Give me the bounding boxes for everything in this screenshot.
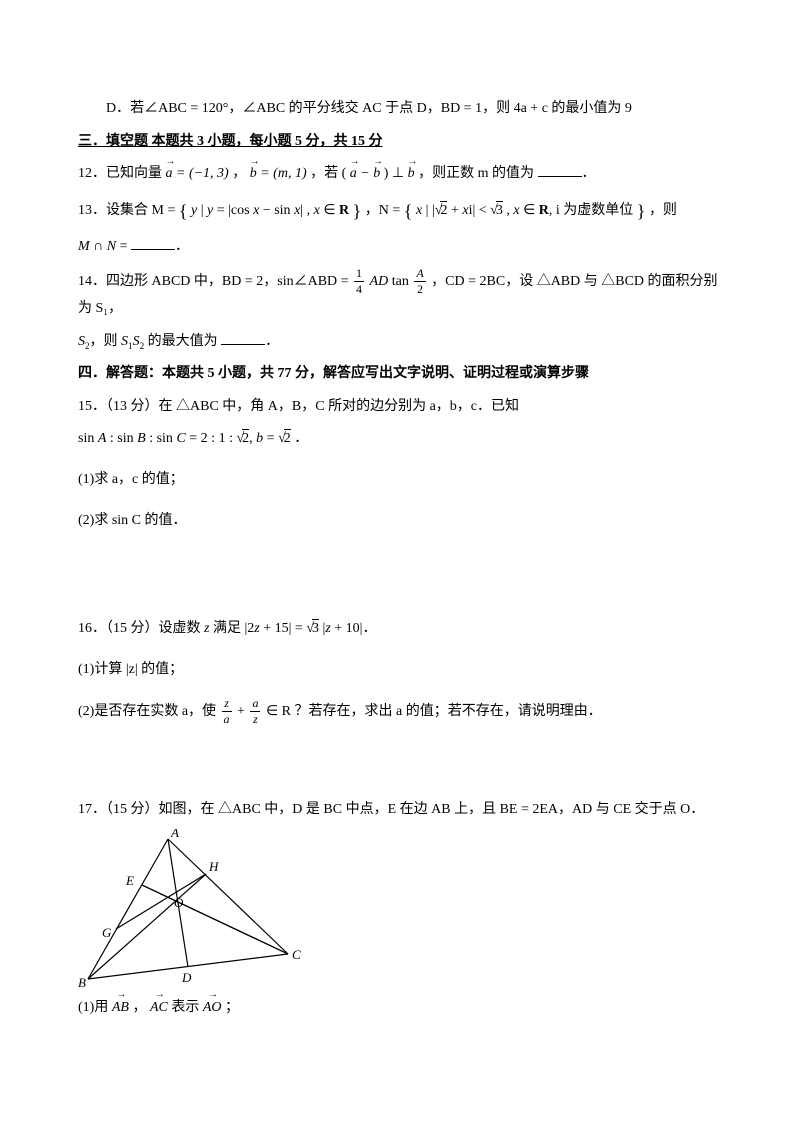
question-16-part2: (2)是否存在实数 a，使 za + az ∈ R ？若存在，求出 a 的值；若… — [78, 697, 722, 726]
text: ； — [225, 1000, 239, 1015]
text: 14．四边形 ABCD 中，BD = 2，sin∠ABD = — [78, 273, 352, 288]
question-13-line1: 13．设集合 M = { y | y = |cos x − sin x| , x… — [78, 194, 722, 228]
text: (1)计算 |z| 的值； — [78, 662, 183, 677]
question-13-line2: M ∩ N = ． — [78, 234, 722, 261]
text: ) ⊥ — [384, 166, 408, 181]
answer-blank — [221, 330, 265, 345]
question-14-line1: 14．四边形 ABCD 中，BD = 2，sin∠ABD = 14 AD tan… — [78, 267, 722, 323]
text: 12．已知向量 — [78, 166, 166, 181]
text: ，N = — [365, 203, 404, 218]
text: AD — [370, 273, 392, 288]
text: D．若∠ABC = 120°，∠ABC 的平分线交 AC 于点 D，BD = 1… — [106, 101, 632, 116]
svg-text:C: C — [292, 947, 301, 962]
fraction-z-over-a: za — [220, 697, 234, 726]
text: ， — [232, 166, 246, 181]
svg-text:B: B — [78, 975, 86, 989]
svg-text:H: H — [208, 859, 219, 874]
question-15-part2: (2)求 sin C 的值． — [78, 508, 722, 535]
vertical-spacer — [78, 540, 722, 610]
vertical-spacer — [78, 741, 722, 791]
question-15-part1: (1)求 a，c 的值； — [78, 467, 722, 494]
text: ，则正数 m 的值为 — [418, 166, 537, 181]
fraction-one-fourth: 14 — [352, 267, 366, 296]
fraction-a-over-z: az — [248, 697, 262, 726]
text: ，则 — [649, 203, 677, 218]
text: ，若 ( — [310, 166, 346, 181]
text: 四．解答题：本题共 5 小题，共 77 分，解答应写出文字说明、证明过程或演算步… — [78, 366, 589, 381]
text: (2)是否存在实数 a，使 — [78, 704, 220, 719]
text: 13．设集合 M = — [78, 203, 179, 218]
vector-b: b = (m, 1) — [250, 166, 307, 181]
question-12: 12．已知向量 a = (−1, 3) ， b = (m, 1) ，若 ( a … — [78, 161, 722, 188]
vector-b2: b — [408, 166, 415, 181]
text: (2)求 sin C 的值． — [78, 513, 187, 528]
text: 三．填空题 本题共 3 小题，每小题 5 分，共 15 分 — [78, 134, 383, 149]
svg-text:D: D — [181, 970, 192, 985]
answer-blank — [131, 235, 175, 250]
text: 17．（15 分）如图，在 △ABC 中，D 是 BC 中点，E 在边 AB 上… — [78, 802, 704, 817]
text: 15．（13 分）在 △ABC 中，角 A，B，C 所对的边分别为 a，b，c．… — [78, 399, 519, 414]
svg-text:G: G — [102, 925, 112, 940]
text: (1)求 a，c 的值； — [78, 472, 184, 487]
text: ， — [132, 1000, 146, 1015]
a-minus-b: a − b — [350, 166, 380, 181]
svg-text:E: E — [125, 873, 134, 888]
text: (1)用 — [78, 1000, 112, 1015]
question-16-line1: 16．（15 分）设虚数 z 满足 |2z + 15| = 3 |z + 10|… — [78, 616, 722, 643]
question-14-line2: S2，则 S1S2 的最大值为 ． — [78, 329, 722, 356]
triangle-figure: A B C D E O H G — [78, 829, 308, 989]
question-17-line1: 17．（15 分）如图，在 △ABC 中，D 是 BC 中点，E 在边 AB 上… — [78, 797, 722, 824]
question11-option-d: D．若∠ABC = 120°，∠ABC 的平分线交 AC 于点 D，BD = 1… — [78, 96, 722, 123]
question-15-line2: sin A : sin B : sin C = 2 : 1 : 2, b = 2… — [78, 426, 722, 453]
question-16-part1: (1)计算 |z| 的值； — [78, 657, 722, 684]
section-4-header: 四．解答题：本题共 5 小题，共 77 分，解答应写出文字说明、证明过程或演算步… — [78, 361, 722, 388]
text: ∈ R ？若存在，求出 a 的值；若不存在，请说明理由． — [266, 704, 602, 719]
question-17-part1: (1)用 AB ， AC 表示 AO ； — [78, 995, 722, 1022]
svg-text:A: A — [170, 829, 179, 840]
text: 表示 — [171, 1000, 203, 1015]
vector-a: a = (−1, 3) — [166, 166, 229, 181]
fraction-A-over-2: A2 — [412, 267, 427, 296]
question-15-line1: 15．（13 分）在 △ABC 中，角 A，B，C 所对的边分别为 a，b，c．… — [78, 394, 722, 421]
answer-blank — [538, 162, 582, 177]
section-3-header: 三．填空题 本题共 3 小题，每小题 5 分，共 15 分 — [78, 129, 722, 156]
svg-text:O: O — [174, 895, 184, 910]
